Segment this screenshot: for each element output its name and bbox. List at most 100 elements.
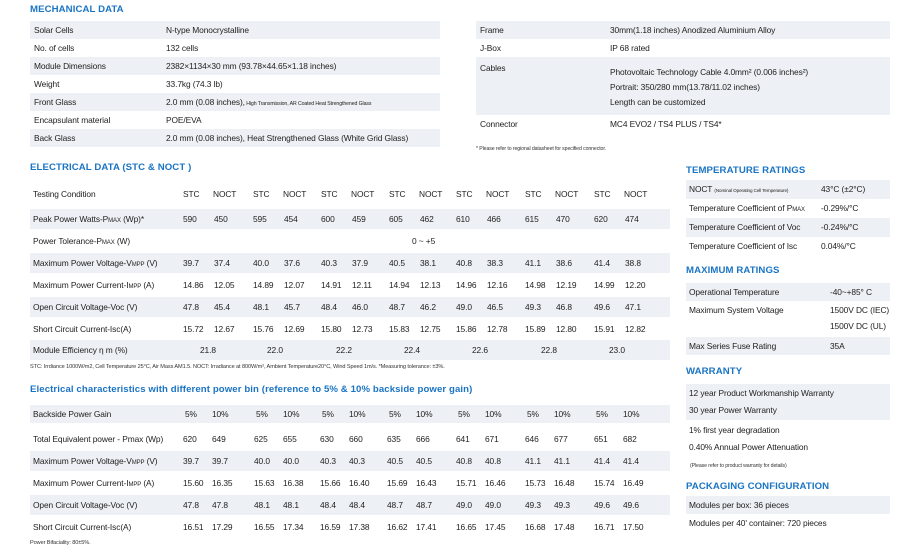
bifacial-row-label: Maximum Power Voltage-VMPP (V) bbox=[33, 456, 158, 466]
electrical-header-row: Testing Condition STC NOCT STC NOCT STC NOCT ST… bbox=[30, 185, 670, 203]
bifacial-value: 15.63 bbox=[254, 478, 275, 488]
maximum-value: 35A bbox=[830, 341, 845, 351]
bifacial-header-a: 5% bbox=[458, 409, 470, 419]
electrical-value: 459 bbox=[352, 214, 366, 224]
warranty-block: 1% first year degradation 0.40% Annual Po… bbox=[686, 422, 890, 458]
electrical-group-value: 22.4 bbox=[404, 345, 420, 355]
mechanical-label: Back Glass bbox=[34, 133, 76, 143]
electrical-value: 590 bbox=[183, 214, 197, 224]
bifacial-header-b: 10% bbox=[623, 409, 640, 419]
electrical-value: 46.2 bbox=[420, 302, 436, 312]
mechanical-right-value: 30mm(1.18 inches) Anodized Aluminium All… bbox=[610, 25, 776, 35]
bifacial-header-b: 10% bbox=[416, 409, 433, 419]
warranty-line: 1% first year degradation bbox=[689, 425, 780, 435]
mechanical-label: Solar Cells bbox=[34, 25, 74, 35]
bifacial-value: 635 bbox=[387, 434, 401, 444]
mechanical-row: Encapsulant material POE/EVA bbox=[30, 111, 440, 129]
electrical-group-value: 23.0 bbox=[609, 345, 625, 355]
maximum-title: MAXIMUM RATINGS bbox=[686, 265, 780, 276]
bifacial-row-label: Maximum Power Current-IMPP (A) bbox=[33, 478, 155, 488]
warranty-note: (Please refer to product warranty for de… bbox=[690, 463, 787, 469]
bifacial-header-a: 5% bbox=[322, 409, 334, 419]
electrical-value: 46.0 bbox=[352, 302, 368, 312]
electrical-value: 41.1 bbox=[525, 258, 541, 268]
mechanical-row: No. of cells 132 cells bbox=[30, 39, 440, 57]
mechanical-label: No. of cells bbox=[34, 43, 75, 53]
temperature-label: Temperature Coefficient of Voc bbox=[689, 222, 801, 232]
mechanical-right-value: MC4 EVO2 / TS4 PLUS / TS4* bbox=[610, 119, 722, 129]
bifacial-value: 41.4 bbox=[594, 456, 610, 466]
bifacial-value: 15.69 bbox=[387, 478, 408, 488]
electrical-value: 40.5 bbox=[389, 258, 405, 268]
bifacial-value: 40.0 bbox=[254, 456, 270, 466]
bifacial-value: 48.4 bbox=[349, 500, 365, 510]
electrical-value: 12.19 bbox=[556, 280, 577, 290]
mechanical-right-label: Connector bbox=[480, 119, 518, 129]
electrical-merged-value: 0 ~ +5 bbox=[412, 236, 436, 246]
bifacial-value: 48.7 bbox=[416, 500, 432, 510]
bifacial-value: 671 bbox=[485, 434, 499, 444]
bifacial-value: 666 bbox=[416, 434, 430, 444]
bifacial-value: 16.35 bbox=[212, 478, 233, 488]
bifacial-value: 40.8 bbox=[456, 456, 472, 466]
electrical-value: 47.1 bbox=[625, 302, 641, 312]
mechanical-right-value: IP 68 rated bbox=[610, 43, 650, 53]
bifacial-row-label: Open Circuit Voltage-Voc (V) bbox=[33, 500, 138, 510]
electrical-row: Maximum Power Voltage-VMPP (V) 39.7 37.4 40… bbox=[30, 253, 670, 273]
bifacial-value: 15.66 bbox=[320, 478, 341, 488]
bifacial-value: 41.1 bbox=[554, 456, 570, 466]
mechanical-value: 2.0 mm (0.08 inches), Heat Strengthened … bbox=[166, 133, 409, 143]
temperature-row: Temperature Coefficient of Voc -0.24%/°C bbox=[686, 218, 890, 237]
electrical-value: 610 bbox=[456, 214, 470, 224]
bifacial-footnote: Power Bifaciality: 80±5%. bbox=[30, 540, 91, 546]
electrical-group-value: 22.6 bbox=[472, 345, 488, 355]
electrical-value: 12.78 bbox=[487, 324, 508, 334]
bifacial-value: 620 bbox=[183, 434, 197, 444]
electrical-value: 615 bbox=[525, 214, 539, 224]
mechanical-label: Encapsulant material bbox=[34, 115, 111, 125]
temperature-title: TEMPERATURE RATINGS bbox=[686, 165, 806, 176]
electrical-row-label: Short Circuit Current-Isc(A) bbox=[33, 324, 132, 334]
bifacial-value: 16.49 bbox=[623, 478, 644, 488]
electrical-row-label: Maximum Power Voltage-VMPP (V) bbox=[33, 258, 158, 268]
electrical-value: 49.6 bbox=[594, 302, 610, 312]
electrical-value: 12.82 bbox=[625, 324, 646, 334]
temperature-value: 0.04%/°C bbox=[821, 241, 856, 251]
temperature-label: Temperature Coefficient of Isc bbox=[689, 241, 798, 251]
electrical-value: 14.86 bbox=[183, 280, 204, 290]
bifacial-value: 16.62 bbox=[387, 522, 408, 532]
bifacial-row: Total Equivalent power - Pmax (Wp) 620 649… bbox=[30, 429, 670, 449]
electrical-value: 48.7 bbox=[389, 302, 405, 312]
electrical-value: 46.5 bbox=[487, 302, 503, 312]
electrical-value: 37.4 bbox=[214, 258, 230, 268]
electrical-value: 38.6 bbox=[556, 258, 572, 268]
mechanical-value: 132 cells bbox=[166, 43, 199, 53]
bifacial-value: 40.5 bbox=[387, 456, 403, 466]
bifacial-value: 17.48 bbox=[554, 522, 575, 532]
mechanical-value-small: High Transmission, AR Coated Heat Streng… bbox=[244, 101, 372, 107]
mechanical-right-row: Connector MC4 EVO2 / TS4 PLUS / TS4* bbox=[476, 115, 890, 135]
electrical-header-stc: STC bbox=[594, 189, 611, 199]
bifacial-value: 39.7 bbox=[212, 456, 228, 466]
bifacial-value: 40.3 bbox=[320, 456, 336, 466]
packaging-row: Modules per 40' container: 720 pieces bbox=[686, 514, 890, 532]
maximum-value: -40~+85° C bbox=[830, 287, 872, 297]
temperature-row: Temperature Coefficient of PMAX -0.29%/°C bbox=[686, 199, 890, 218]
bifacial-row: Maximum Power Current-IMPP (A) 15.60 16.35… bbox=[30, 473, 670, 493]
bifacial-value: 47.8 bbox=[183, 500, 199, 510]
bifacial-value: 646 bbox=[525, 434, 539, 444]
bifacial-value: 40.0 bbox=[283, 456, 299, 466]
bifacial-value: 16.65 bbox=[456, 522, 477, 532]
bifacial-value: 48.1 bbox=[283, 500, 299, 510]
electrical-value: 12.07 bbox=[284, 280, 305, 290]
electrical-value: 12.75 bbox=[420, 324, 441, 334]
bifacial-value: 655 bbox=[283, 434, 297, 444]
mechanical-right-label: Cables bbox=[480, 63, 506, 73]
bifacial-value: 40.3 bbox=[349, 456, 365, 466]
electrical-value: 12.67 bbox=[214, 324, 235, 334]
electrical-group-value: 21.8 bbox=[200, 345, 216, 355]
electrical-value: 12.11 bbox=[352, 280, 372, 290]
bifacial-value: 41.4 bbox=[623, 456, 639, 466]
electrical-value: 38.3 bbox=[487, 258, 503, 268]
bifacial-value: 39.7 bbox=[183, 456, 199, 466]
